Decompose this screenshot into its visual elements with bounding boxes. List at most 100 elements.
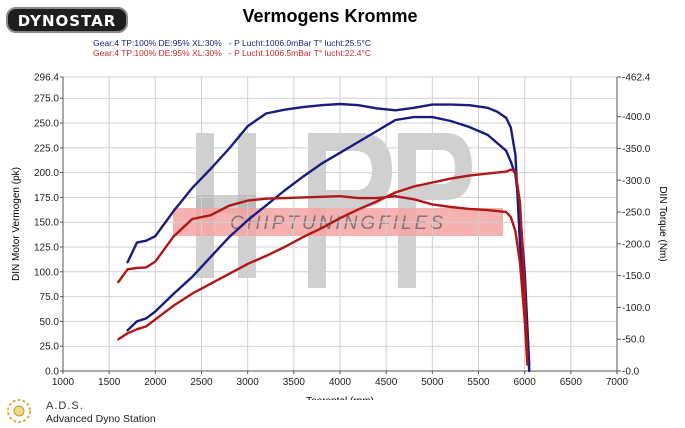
run1-torque-point — [505, 117, 507, 119]
y-tick-label: 50.0 — [40, 317, 60, 328]
y2-tick-label: -100.0 — [622, 303, 651, 314]
chart-title: Vermogens Kromme — [242, 6, 418, 26]
run2-power-point — [431, 181, 433, 184]
run1-torque-point — [302, 106, 304, 108]
ads-logo-icon — [7, 399, 31, 423]
run2-power-point — [413, 185, 415, 188]
x-tick-label: 5500 — [467, 377, 490, 388]
run1-power-point — [210, 256, 212, 258]
y-tick-label: 0.0 — [45, 367, 59, 378]
run2-torque-point — [450, 206, 452, 208]
y-tick-label: 175.0 — [34, 193, 59, 204]
y2-tick-label: -300.0 — [622, 176, 651, 187]
run1-power-point — [145, 317, 147, 319]
x-tick-label: 6000 — [514, 377, 537, 388]
y2-tick-label: -350.0 — [622, 144, 651, 155]
dynostar-logo: DYNOSTAR — [6, 7, 128, 33]
run2-torque-point — [127, 268, 129, 270]
y2-tick-label: -462.4 — [622, 73, 651, 84]
run2-power-point — [173, 304, 175, 307]
run1-power-point — [173, 293, 175, 295]
run2-power-point — [247, 263, 249, 265]
run1-torque-point — [136, 242, 138, 244]
run2-power-point — [510, 169, 512, 171]
run1-power-point — [505, 150, 507, 152]
chart-series — [117, 102, 531, 373]
footer-subtitle: Advanced Dyno Station — [46, 413, 156, 425]
run1-power-point — [339, 152, 341, 154]
run2-power-point — [127, 332, 129, 334]
run1-torque-point — [265, 112, 267, 115]
run2-torque-point — [526, 364, 529, 366]
run2-torque-point — [519, 262, 521, 264]
y-tick-label: 125.0 — [34, 243, 59, 254]
run1-power-point — [302, 176, 304, 178]
run1-power-point — [191, 276, 193, 278]
run1-torque-point — [154, 235, 156, 237]
x-tick-label: 5000 — [421, 377, 444, 388]
x-tick-label: 4500 — [375, 377, 398, 388]
run1-torque-point — [431, 104, 433, 106]
run1-power-point — [431, 116, 433, 118]
x-tick-label: 2000 — [144, 377, 167, 388]
run2-torque-point — [413, 198, 415, 200]
run1-torque-point — [496, 111, 498, 113]
run1-power-point — [450, 120, 452, 122]
run1-torque-point — [145, 240, 147, 242]
x-axis-title: Toerental (rpm) — [306, 396, 374, 400]
y2-tick-label: -50.0 — [622, 335, 645, 346]
footer-title: A.D.S. — [46, 400, 84, 412]
run1-power-point — [136, 320, 138, 322]
y-tick-label: 25.0 — [40, 342, 60, 353]
watermark-letter — [326, 133, 392, 208]
y2-tick-label: -150.0 — [622, 271, 651, 282]
y-axis-title: DIN Motor Vermogen (pk) — [11, 167, 22, 281]
run2-torque-point — [136, 267, 138, 269]
run2-power-point — [450, 178, 452, 180]
y2-axis-title: DIN Torque (Nm) — [657, 186, 668, 261]
y-tick-label: 250.0 — [34, 119, 59, 130]
y2-tick-label: -0.0 — [622, 367, 640, 378]
run1-power-point — [413, 116, 415, 118]
run2-torque-point — [524, 319, 526, 321]
run2-torque-point — [376, 197, 378, 199]
run2-torque-point — [487, 209, 489, 211]
run1-torque-point — [228, 147, 230, 150]
run1-torque-point — [468, 104, 470, 106]
run1-power-point — [247, 219, 249, 221]
run2-power-point — [514, 171, 517, 173]
chart-axes — [60, 76, 621, 374]
y2-tick-label: -400.0 — [622, 112, 651, 123]
run1-torque-point — [394, 109, 396, 111]
run1-torque-point — [487, 107, 489, 109]
run1-power-point — [487, 134, 489, 136]
y2-tick-label: -200.0 — [622, 239, 651, 250]
run2-power-point — [505, 171, 507, 173]
run2-torque-point — [302, 196, 304, 198]
logo-text: DYNOSTAR — [17, 12, 117, 30]
run2-power-point — [376, 200, 378, 202]
run2-torque-point — [265, 198, 267, 200]
run2-torque-point — [394, 195, 396, 197]
x-tick-label: 1000 — [52, 377, 75, 388]
run2-torque-point — [357, 197, 360, 199]
run2-torque-point — [284, 197, 286, 199]
run1-torque-point — [413, 107, 415, 109]
y-tick-label: 75.0 — [40, 292, 60, 303]
run1-power-point — [394, 119, 396, 121]
run2-power-point — [468, 175, 470, 177]
run2-power-point — [394, 191, 396, 194]
run2-power-point — [339, 217, 341, 219]
run1-power-point — [284, 189, 286, 192]
run1-torque-point — [510, 126, 512, 129]
run1-torque-point — [357, 104, 360, 106]
run1-torque-point — [519, 243, 521, 245]
run1-torque-point — [173, 210, 175, 212]
run1-torque-point — [528, 370, 530, 372]
run1-power-point — [357, 141, 360, 143]
run2-torque-point — [117, 281, 119, 283]
run2-torque-point — [247, 200, 249, 202]
run2-torque-point — [154, 261, 156, 263]
run1-torque-point — [247, 125, 249, 127]
